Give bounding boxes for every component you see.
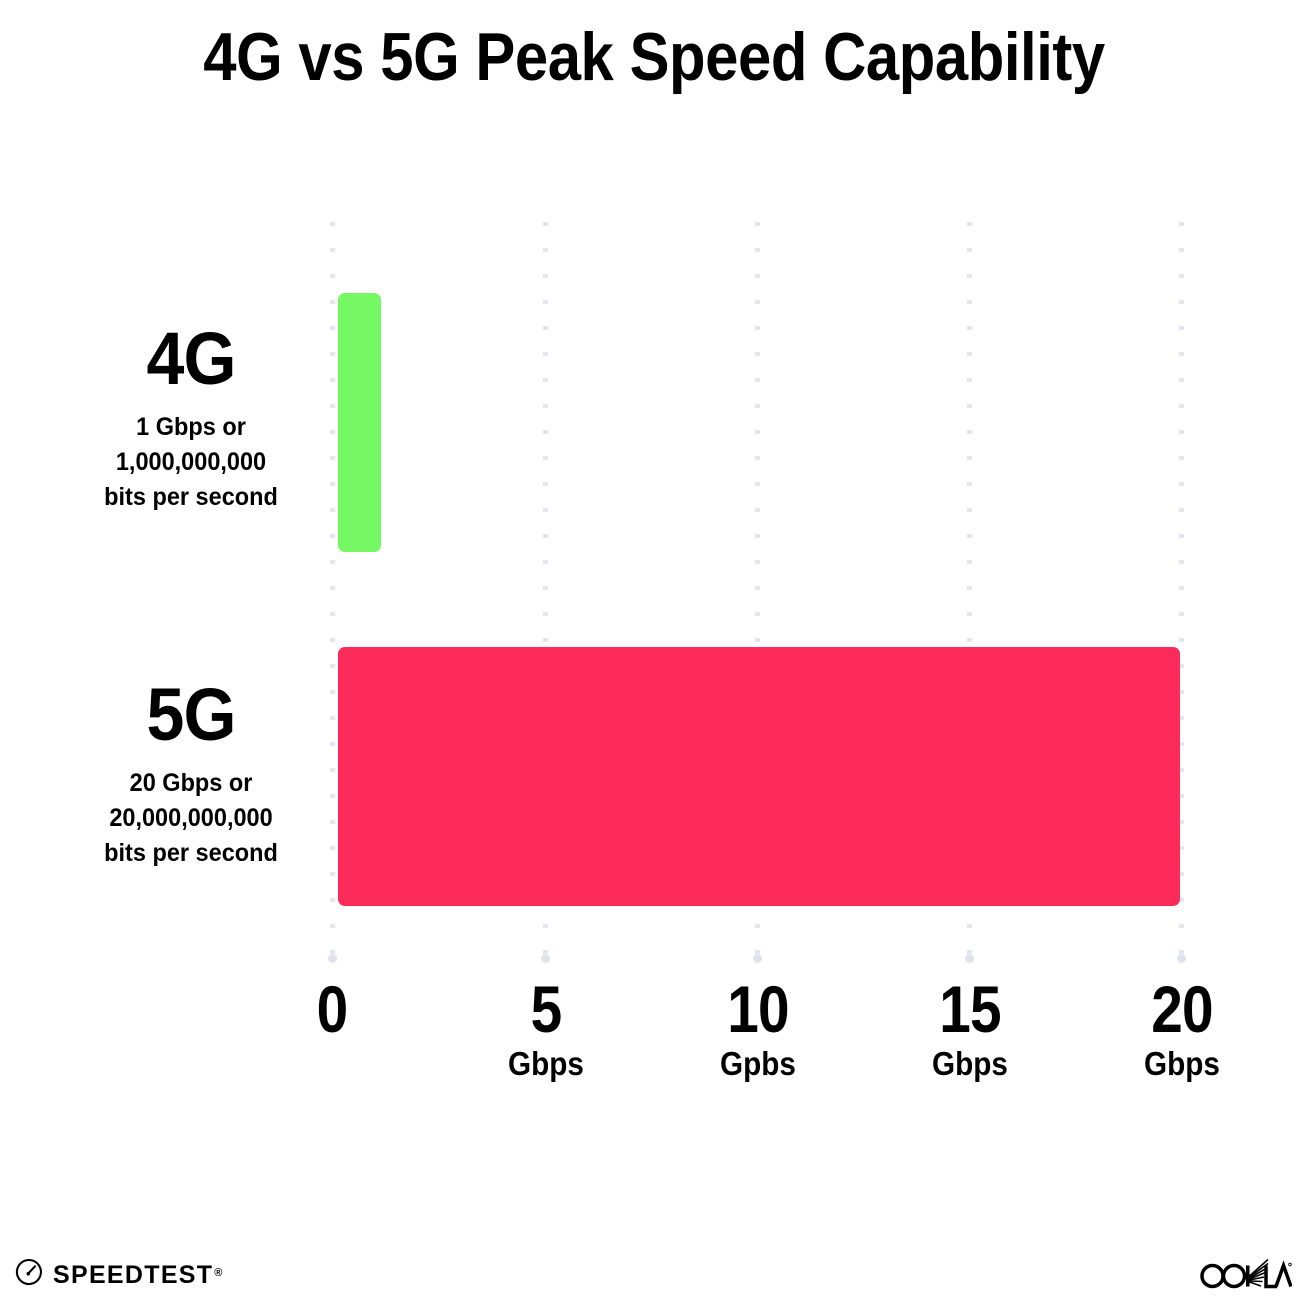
speedtest-logo: SPEEDTEST ® <box>14 1257 222 1292</box>
bar-4g <box>338 293 381 552</box>
gridline-cap <box>328 954 337 963</box>
x-tick-20-value: 20 <box>1151 972 1213 1046</box>
x-tick-15-unit: Gbps <box>932 1045 1008 1082</box>
row-label-5g: 5G 20 Gbps or 20,000,000,000 bits per se… <box>55 678 327 871</box>
x-tick-0: 0 <box>232 975 432 1045</box>
gridline-20 <box>1177 222 1186 963</box>
x-tick-10: 10 Gpbs <box>658 975 858 1083</box>
x-tick-0-value: 0 <box>316 972 349 1046</box>
gridline-0 <box>328 222 337 963</box>
x-tick-20: 20 Gbps <box>1082 975 1282 1083</box>
gridline-10 <box>753 222 762 963</box>
x-tick-5: 5 Gbps <box>446 975 646 1083</box>
speedtest-wordmark: SPEEDTEST ® <box>53 1260 222 1289</box>
x-tick-15-value: 15 <box>939 972 1001 1046</box>
x-tick-5-unit: Gbps <box>508 1045 584 1082</box>
x-tick-5-value: 5 <box>530 972 563 1046</box>
row-label-5g-detail: 20 Gbps or 20,000,000,000 bits per secon… <box>104 769 278 867</box>
x-tick-15: 15 Gbps <box>870 975 1070 1083</box>
gridline-5 <box>541 222 550 963</box>
speedtest-wordmark-text: SPEEDTEST <box>53 1260 214 1289</box>
x-tick-20-unit: Gbps <box>1144 1045 1220 1082</box>
page-title: 4G vs 5G Peak Speed Capability <box>203 19 1105 95</box>
ookla-logo: OOKLA <box>1200 1257 1293 1291</box>
x-tick-10-value: 10 <box>727 972 789 1046</box>
gridline-cap <box>541 954 550 963</box>
speedometer-icon <box>14 1257 44 1292</box>
row-label-4g-name: 4G <box>146 317 237 400</box>
gridline-15 <box>965 222 974 963</box>
row-label-4g: 4G 1 Gbps or 1,000,000,000 bits per seco… <box>55 322 327 515</box>
row-label-5g-name: 5G <box>146 673 237 756</box>
gridline-cap <box>753 954 762 963</box>
row-label-4g-detail: 1 Gbps or 1,000,000,000 bits per second <box>104 413 278 511</box>
x-tick-10-unit: Gpbs <box>720 1045 796 1082</box>
speedtest-trademark: ® <box>214 1266 223 1279</box>
gridline-cap <box>965 954 974 963</box>
bar-5g <box>338 647 1180 906</box>
gridline-cap <box>1177 954 1186 963</box>
